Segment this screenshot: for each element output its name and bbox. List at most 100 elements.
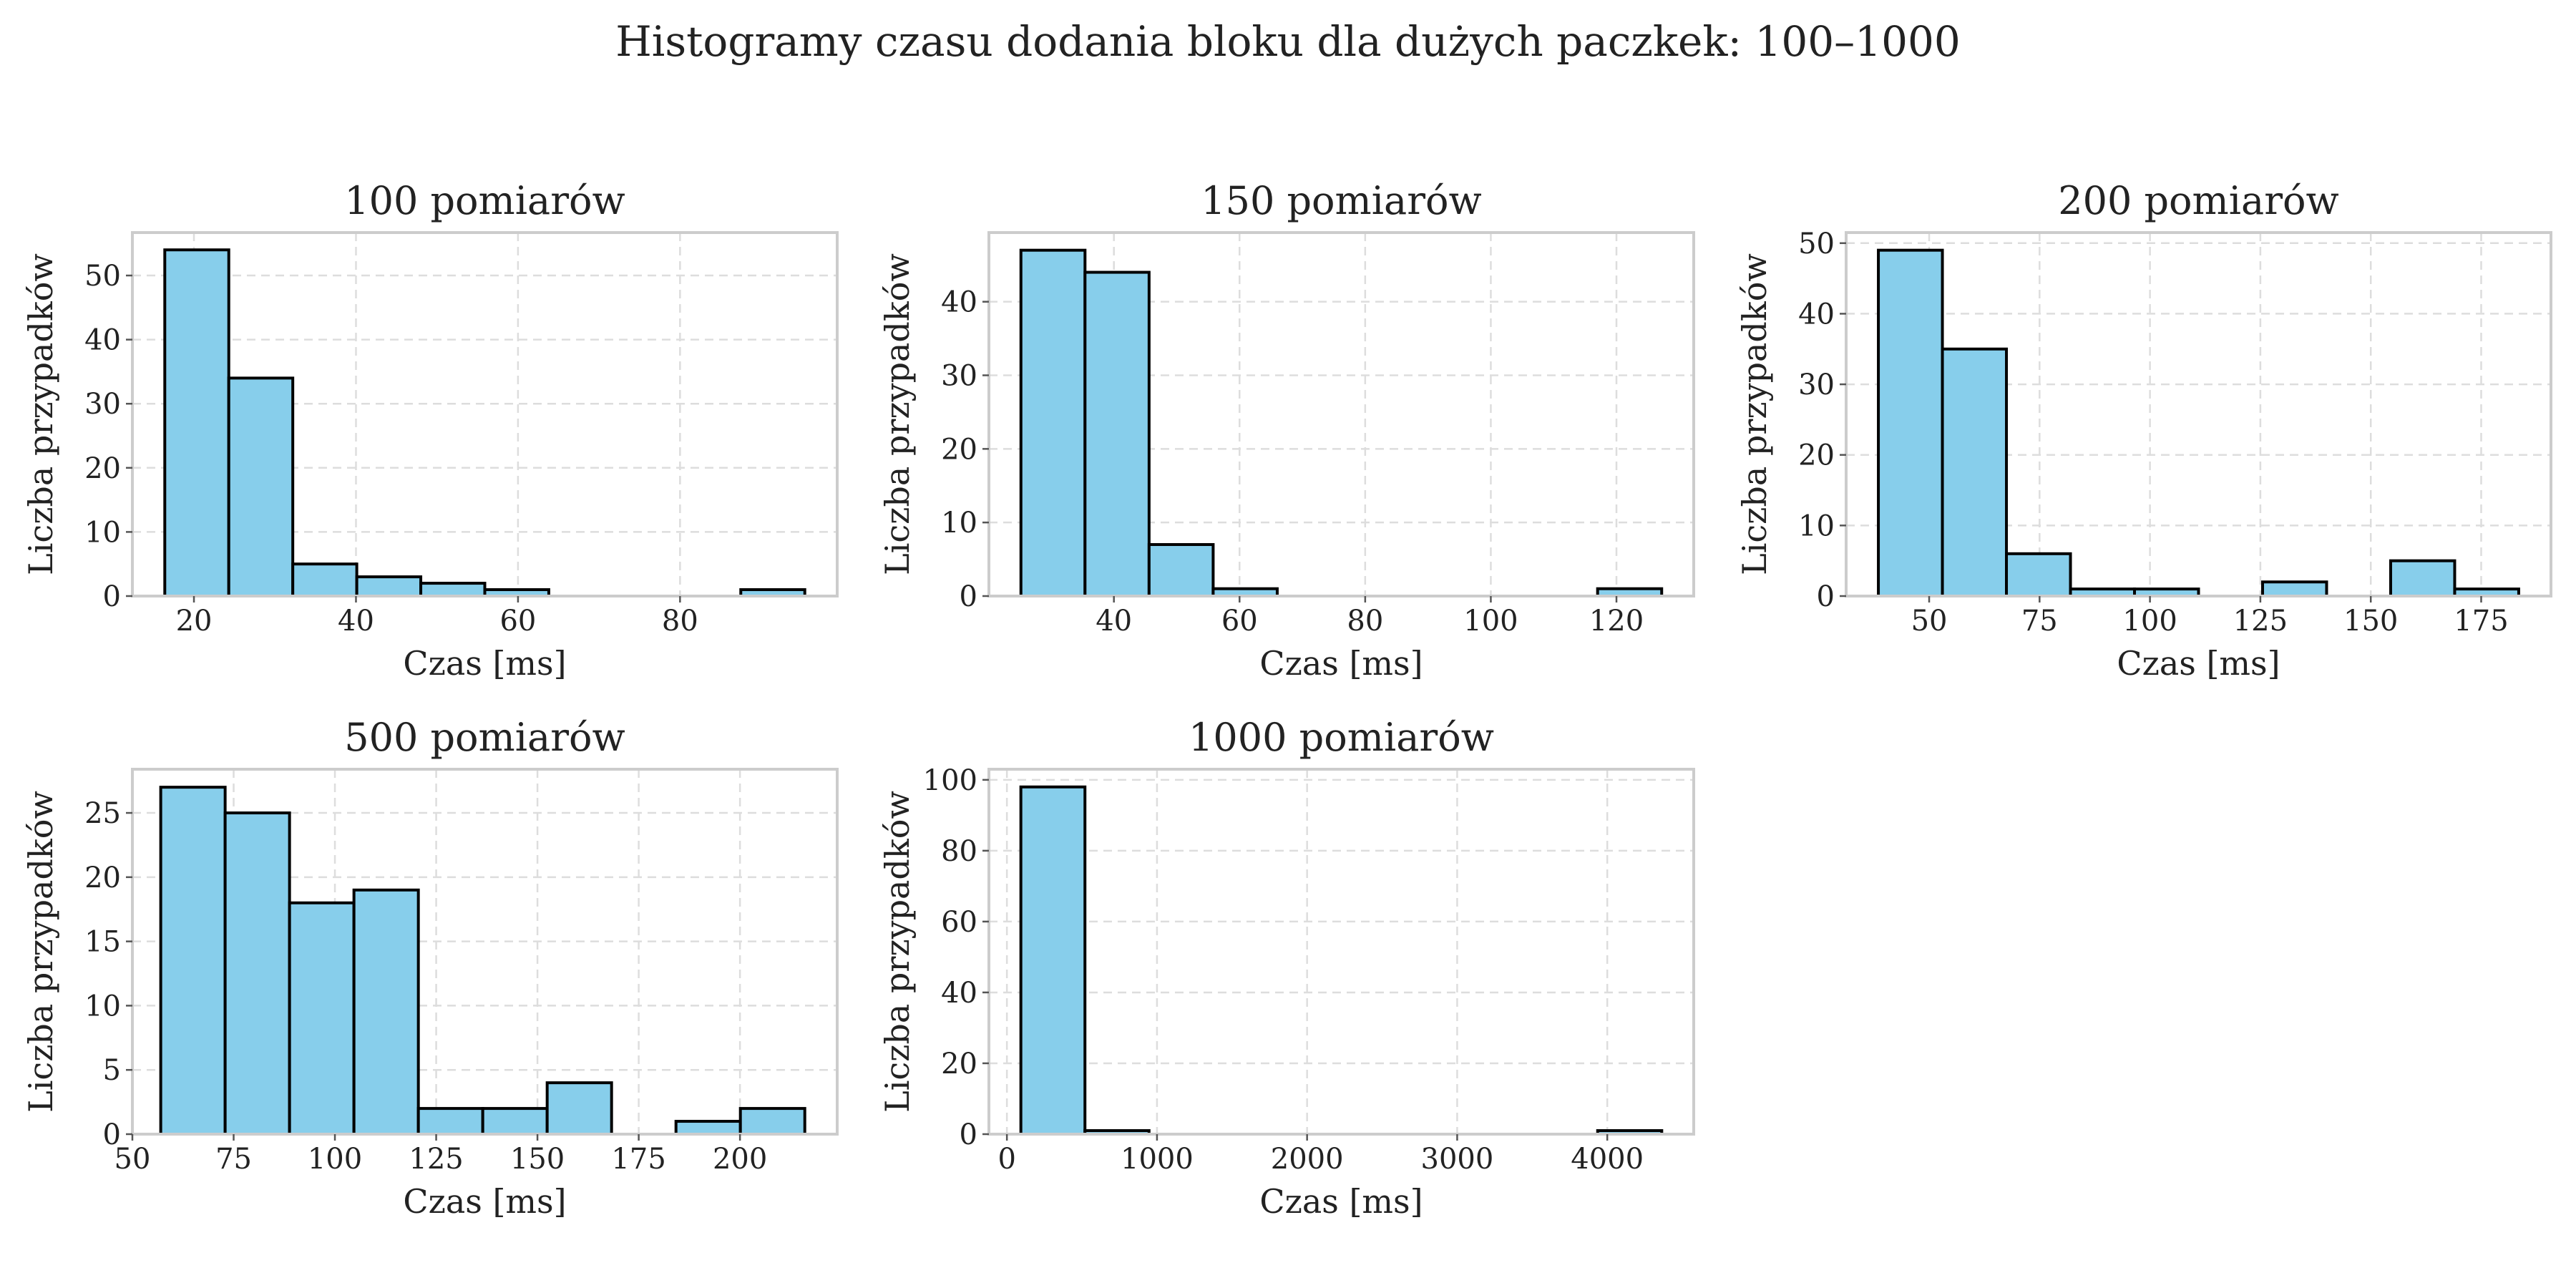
y-tick-label: 25 — [84, 797, 121, 830]
x-tick-label: 2000 — [1271, 1143, 1344, 1176]
panel-title: 1000 pomiarów — [1189, 715, 1494, 760]
x-axis-label: Czas [ms] — [2117, 644, 2280, 683]
x-tick-label: 100 — [1463, 605, 1518, 638]
y-tick-label: 0 — [960, 1118, 977, 1151]
histogram-bar — [2389, 559, 2457, 598]
x-tick-label: 1000 — [1121, 1143, 1194, 1176]
histogram-bar — [352, 888, 420, 1136]
y-tick-label: 20 — [84, 452, 121, 485]
y-tick-label: 0 — [1817, 580, 1835, 613]
y-tick-label: 10 — [84, 990, 121, 1023]
x-tick-label: 150 — [510, 1143, 565, 1176]
x-tick-label: 60 — [1221, 605, 1258, 638]
axes-frame — [131, 231, 839, 597]
histogram-bar — [355, 575, 423, 598]
axes-frame — [131, 768, 839, 1136]
x-tick-label: 20 — [176, 605, 213, 638]
x-tick-label: 40 — [1096, 605, 1132, 638]
histogram-bar — [291, 562, 358, 597]
y-tick-label: 40 — [84, 324, 121, 357]
y-tick-label: 10 — [941, 507, 977, 540]
panel-title: 200 pomiarów — [2058, 178, 2339, 223]
y-tick-label: 40 — [941, 286, 977, 319]
y-tick-label: 60 — [941, 906, 977, 939]
histogram-bar — [545, 1081, 613, 1136]
x-tick-label: 125 — [2233, 605, 2288, 638]
histogram-bar — [1877, 248, 1944, 597]
y-tick-label: 20 — [941, 1048, 977, 1080]
y-tick-label: 30 — [1798, 369, 1835, 401]
x-tick-label: 75 — [215, 1143, 252, 1176]
y-axis-label: Liczba przypadków — [21, 253, 60, 575]
y-tick-label: 50 — [1798, 228, 1835, 260]
x-tick-label: 80 — [1347, 605, 1383, 638]
histogram-bar — [288, 901, 356, 1136]
histogram-bar — [2005, 552, 2072, 598]
histogram-bar — [163, 248, 230, 597]
x-tick-label: 75 — [2021, 605, 2058, 638]
y-tick-label: 100 — [923, 764, 977, 797]
x-tick-label: 200 — [713, 1143, 767, 1176]
y-tick-label: 20 — [84, 862, 121, 894]
x-tick-label: 4000 — [1571, 1143, 1644, 1176]
x-tick-label: 120 — [1589, 605, 1644, 638]
y-tick-label: 5 — [103, 1054, 121, 1087]
histogram-bar — [223, 811, 291, 1136]
y-tick-label: 0 — [960, 580, 977, 613]
histogram-bar — [2260, 580, 2328, 598]
panel-title: 150 pomiarów — [1201, 178, 1482, 223]
figure-suptitle: Histogramy czasu dodania bloku dla dużyc… — [615, 17, 1961, 66]
y-tick-label: 10 — [84, 516, 121, 549]
y-tick-label: 20 — [1798, 439, 1835, 472]
y-tick-label: 40 — [1798, 298, 1835, 331]
x-tick-label: 125 — [409, 1143, 463, 1176]
y-tick-label: 10 — [1798, 509, 1835, 542]
x-axis-label: Czas [ms] — [403, 644, 566, 683]
y-tick-label: 0 — [103, 1118, 121, 1151]
x-tick-label: 40 — [338, 605, 374, 638]
x-axis-label: Czas [ms] — [1259, 644, 1423, 683]
y-tick-label: 30 — [84, 388, 121, 421]
x-tick-label: 80 — [662, 605, 698, 638]
histogram-bar — [1147, 543, 1215, 597]
y-tick-label: 20 — [941, 433, 977, 466]
x-tick-label: 0 — [997, 1143, 1015, 1176]
x-tick-label: 3000 — [1421, 1143, 1494, 1176]
y-tick-label: 40 — [941, 977, 977, 1010]
y-axis-label: Liczba przypadków — [1735, 253, 1774, 575]
y-tick-label: 30 — [941, 359, 977, 392]
histogram-bar — [416, 1107, 484, 1136]
histogram-panel-2: 40 60 80 100 120 0 10 20 30 40 150 pomiarów Czas [m… — [878, 178, 1695, 683]
histogram-bar — [227, 376, 295, 598]
x-axis-label: Czas [ms] — [403, 1182, 566, 1221]
axes-frame — [987, 768, 1695, 1136]
y-tick-label: 80 — [941, 835, 977, 868]
histogram-bar — [1083, 270, 1151, 597]
histogram-bar — [1019, 248, 1087, 597]
x-tick-label: 100 — [308, 1143, 362, 1176]
panel-title: 500 pomiarów — [344, 715, 625, 760]
x-tick-label: 50 — [1911, 605, 1948, 638]
x-axis-label: Czas [ms] — [1259, 1182, 1423, 1221]
x-tick-label: 150 — [2343, 605, 2398, 638]
histogram-bar — [1941, 347, 2009, 597]
x-tick-label: 175 — [611, 1143, 665, 1176]
y-tick-label: 15 — [84, 926, 121, 959]
axes-frame — [1845, 231, 2552, 597]
y-tick-label: 0 — [103, 580, 121, 613]
y-axis-label: Liczba przypadków — [878, 791, 917, 1113]
histogram-bar — [481, 1107, 549, 1136]
y-axis-label: Liczba przypadków — [878, 253, 917, 575]
axes-frame — [987, 231, 1695, 597]
histogram-bar — [1019, 785, 1087, 1136]
histogram-panel-3: 50 75 100 125 150 175 0 10 20 30 40 50 200 pomiarów C… — [1735, 178, 2552, 683]
histogram-bar — [738, 1107, 806, 1136]
x-tick-label: 100 — [2122, 605, 2177, 638]
y-axis-label: Liczba przypadków — [21, 791, 60, 1113]
histogram-bar — [159, 786, 227, 1136]
x-tick-label: 175 — [2454, 605, 2508, 638]
histogram-panel-4: 50 75 100 125 150 175 200 0 5 10 15 20 25 500 pomiaró… — [21, 715, 839, 1221]
